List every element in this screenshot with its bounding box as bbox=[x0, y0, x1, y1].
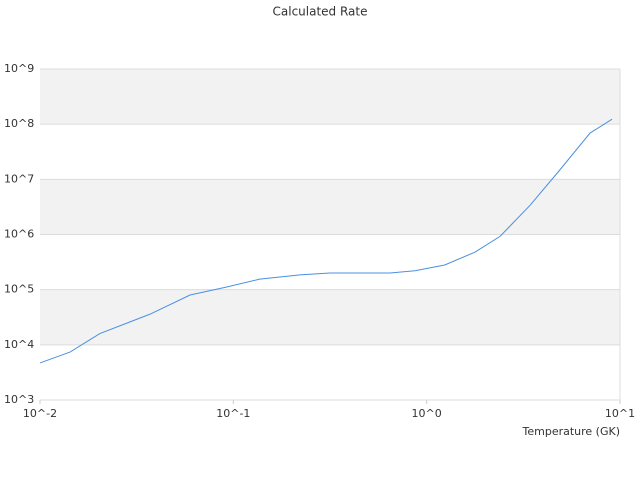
y-tick-label: 10^7 bbox=[4, 172, 34, 185]
y-tick-label: 10^6 bbox=[4, 228, 34, 241]
data-line bbox=[39, 118, 613, 364]
grid-band bbox=[40, 69, 620, 125]
y-tick-label: 10^3 bbox=[4, 393, 34, 406]
y-tick-label: 10^9 bbox=[4, 62, 34, 75]
x-tick-label: 10^0 bbox=[412, 407, 442, 420]
grid-band bbox=[40, 289, 620, 345]
grid-band bbox=[40, 179, 620, 235]
x-axis-label: Temperature (GK) bbox=[522, 425, 621, 438]
y-tick-label: 10^4 bbox=[4, 338, 34, 351]
x-tick-label: 10^-1 bbox=[216, 407, 250, 420]
y-tick-label: 10^8 bbox=[4, 117, 34, 130]
x-tick-label: 10^1 bbox=[605, 407, 635, 420]
x-tick-label: 10^-2 bbox=[23, 407, 57, 420]
chart-title: Calculated Rate bbox=[273, 5, 368, 19]
y-tick-label: 10^5 bbox=[4, 283, 34, 296]
